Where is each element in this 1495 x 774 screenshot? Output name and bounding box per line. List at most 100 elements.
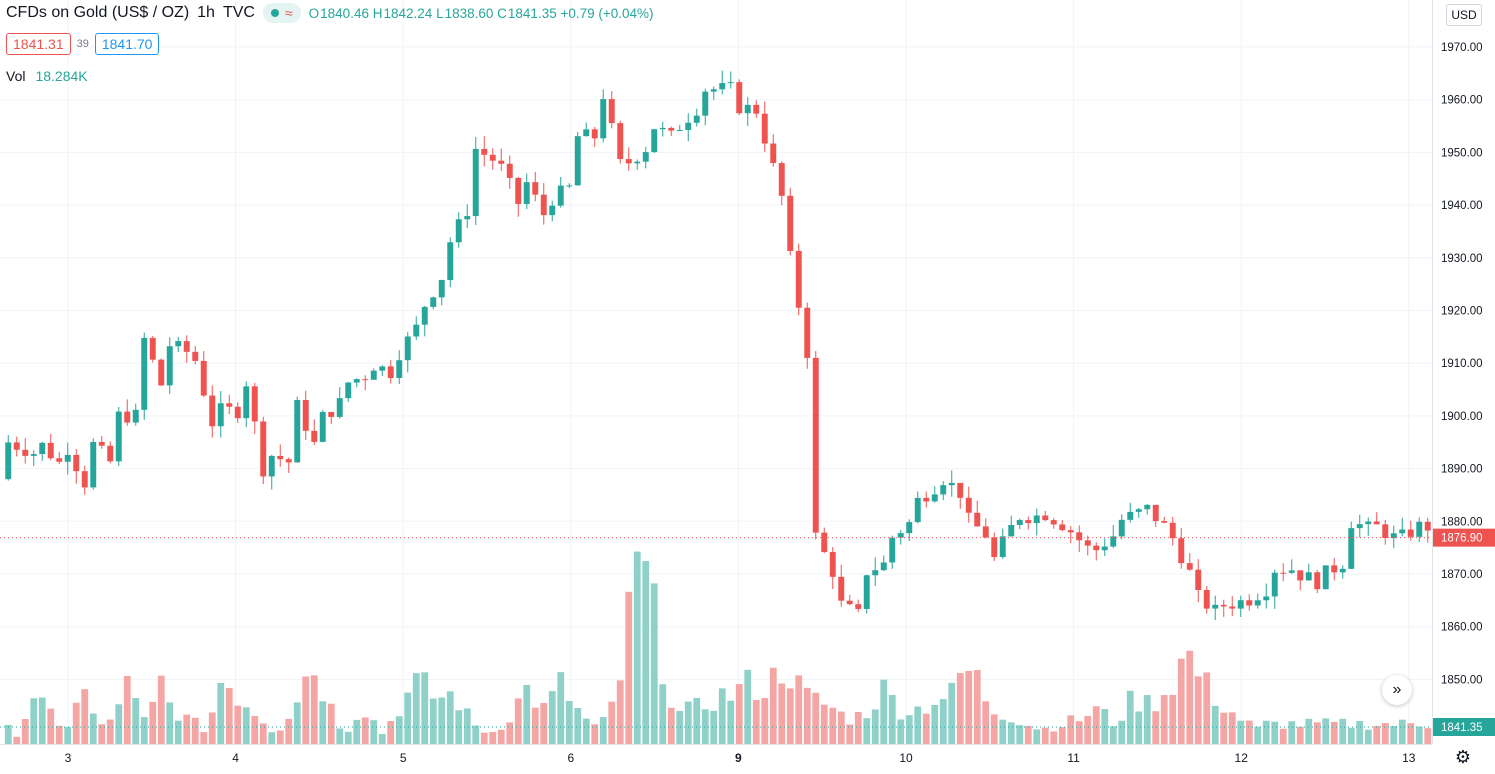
candle-body (583, 129, 590, 137)
candle-body (141, 337, 148, 410)
candle-body (447, 242, 454, 281)
candle-body (1016, 520, 1023, 525)
candle-body (1008, 524, 1015, 537)
volume-bar (1169, 694, 1177, 744)
volume-bar (625, 591, 633, 744)
price-chart[interactable] (0, 0, 1432, 744)
volume-bar (157, 675, 165, 744)
candle-body (1382, 524, 1389, 539)
buy-price-button[interactable]: 1841.70 (94, 33, 160, 55)
price-tick-label: 1960.00 (1441, 95, 1483, 107)
candle-body (1220, 604, 1227, 607)
time-axis[interactable]: 3 4 5 6 9 10 11 12 13 (0, 744, 1432, 769)
volume-bar (1177, 658, 1185, 744)
volume-label[interactable]: Vol (6, 68, 26, 84)
candle-body (464, 216, 471, 220)
volume-bar (922, 713, 930, 744)
wave-icon: ≈ (284, 5, 293, 21)
volume-bar (497, 729, 505, 744)
volume-bar (931, 704, 939, 744)
candle-body (30, 454, 37, 456)
volume-bar (285, 718, 293, 744)
symbol-title[interactable]: CFDs on Gold (US$ / OZ) (6, 4, 190, 21)
volume-bar (489, 731, 497, 744)
volume-bar (30, 698, 38, 744)
volume-bar (1322, 718, 1330, 744)
candle-body (676, 129, 683, 131)
volume-bar (1381, 723, 1389, 744)
volume-bar (268, 732, 276, 744)
volume-bar (89, 713, 97, 744)
candle-body (948, 482, 955, 486)
candle-body (991, 537, 998, 558)
market-status-badge[interactable]: ≈ (262, 3, 301, 23)
volume-bar (633, 551, 641, 744)
sell-price-button[interactable]: 1841.31 (6, 33, 71, 55)
candle-body (124, 411, 131, 423)
gear-icon[interactable]: ⚙ (1454, 747, 1472, 767)
volume-bar (1254, 726, 1262, 744)
volume-bar (650, 583, 658, 744)
date-tick-label: 3 (65, 751, 72, 765)
candle-body (540, 194, 547, 216)
volume-bar (973, 670, 981, 744)
volume-bar (395, 716, 403, 744)
volume-bar (387, 721, 395, 744)
volume-bar (200, 732, 208, 744)
chart-legend: CFDs on Gold (US$ / OZ) 1h TVC ≈ O1840.4… (6, 3, 654, 23)
currency-button[interactable]: USD (1446, 4, 1482, 26)
volume-bar (1067, 715, 1075, 744)
volume-bar (140, 717, 148, 744)
candle-body (336, 398, 343, 417)
volume-bar (1041, 727, 1049, 744)
volume-bar (1279, 728, 1287, 744)
candle-body (1263, 596, 1270, 601)
volume-bars (4, 551, 1432, 744)
candle-body (727, 82, 734, 84)
candle-body (1025, 520, 1032, 524)
candle-body (693, 115, 700, 123)
volume-bar (1194, 676, 1202, 744)
volume-bar (234, 705, 242, 744)
volume-bar (1220, 712, 1228, 744)
interval-label[interactable]: 1h (197, 4, 215, 21)
candle-body (744, 104, 751, 114)
volume-bar (1135, 711, 1143, 744)
volume-bar (531, 707, 539, 744)
volume-bar (684, 701, 692, 744)
volume-bar (1313, 722, 1321, 744)
candle-body (396, 360, 403, 379)
candle-body (1203, 589, 1210, 609)
double-chevron-right-icon[interactable]: » (1382, 675, 1412, 705)
volume-bar (540, 702, 548, 744)
volume-bar (259, 723, 267, 744)
low-value: 1838.60 (444, 5, 494, 21)
candle-body (566, 185, 573, 187)
candle-body (829, 552, 836, 577)
candle-body (710, 89, 717, 92)
candle-body (787, 195, 794, 251)
volume-bar (846, 724, 854, 744)
candle-body (328, 412, 335, 417)
volume-bar (939, 699, 947, 744)
candle-body (532, 182, 539, 195)
candle-body (421, 306, 428, 325)
volume-bar (72, 702, 80, 744)
date-tick-label: 13 (1402, 751, 1416, 765)
volume-bar (1092, 706, 1100, 744)
volume-bar (1330, 721, 1338, 744)
volume-bar (557, 672, 565, 744)
candle-body (1186, 563, 1193, 570)
candle-body (999, 536, 1006, 558)
candle-body (821, 532, 828, 553)
volume-bar (276, 730, 284, 744)
volume-bar (1237, 720, 1245, 744)
volume-bar (1407, 723, 1415, 744)
volume-bar (1058, 727, 1066, 744)
candle-body (940, 485, 947, 495)
volume-bar (676, 710, 684, 744)
volume-bar (251, 716, 259, 744)
date-tick-label: 10 (899, 751, 913, 765)
volume-bar (319, 701, 327, 744)
price-axis[interactable]: 1970.00 1960.00 1950.00 1940.00 1930.00 1920.… (1432, 0, 1495, 744)
